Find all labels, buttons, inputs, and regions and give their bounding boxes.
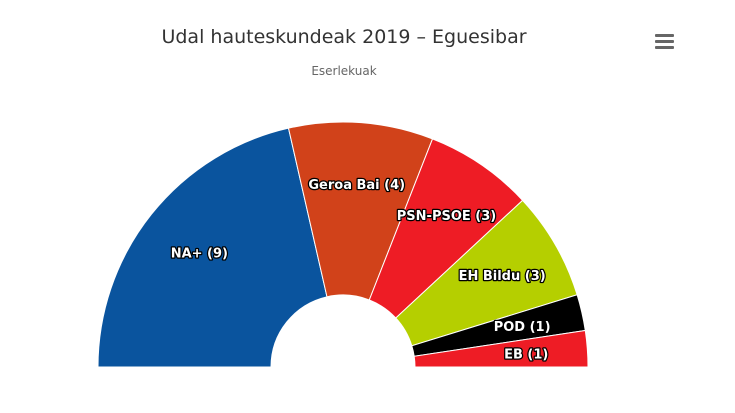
chart-subtitle: Eserlekuak: [311, 64, 376, 78]
data-label: POD (1): [494, 320, 551, 335]
menu-bar[interactable]: [655, 34, 674, 37]
slice: [413, 329, 589, 368]
slices: [97, 121, 589, 368]
slice: [287, 121, 434, 301]
data-label: EB (1): [504, 347, 548, 362]
chart-title: Udal hauteskundeak 2019 – Eguesibar: [161, 26, 526, 48]
data-label: NA+ (9): [171, 246, 228, 261]
data-label: Geroa Bai (4): [308, 178, 405, 193]
data-label: EH Bildu (3): [459, 269, 546, 284]
slice: [97, 127, 328, 368]
menu-bar[interactable]: [655, 40, 674, 43]
menu-bar[interactable]: [655, 46, 674, 49]
menu-button[interactable]: [655, 34, 674, 49]
labels: NA+ (9) Geroa Bai (4) PSN-PSOE (3) EH Bildu…: [169, 177, 551, 364]
data-label: PSN-PSOE (3): [397, 209, 496, 224]
